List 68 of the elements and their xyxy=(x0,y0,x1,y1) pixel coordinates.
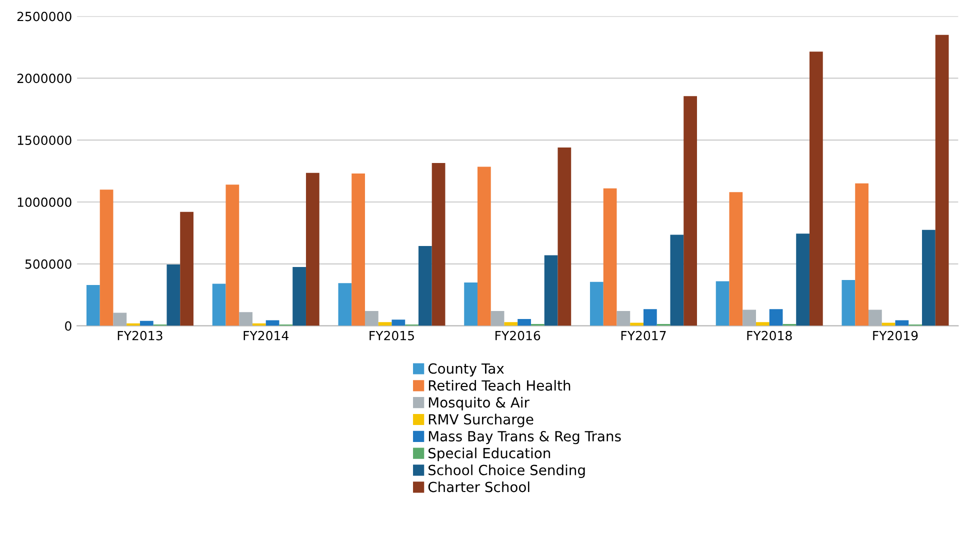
bar xyxy=(729,192,743,326)
bar xyxy=(935,34,949,326)
legend-label: County Tax xyxy=(428,363,504,377)
bar xyxy=(239,312,252,326)
bar xyxy=(842,280,856,326)
bar xyxy=(490,310,504,326)
legend-label: Retired Teach Health xyxy=(428,380,570,391)
bar xyxy=(100,190,114,326)
bar xyxy=(544,255,558,326)
legend-label: School Choice Sending xyxy=(428,464,585,478)
bar xyxy=(670,234,684,326)
y-tick-label: 0 xyxy=(65,321,72,331)
x-tick-label: FY2018 xyxy=(747,330,792,340)
bar xyxy=(742,310,756,326)
bar xyxy=(352,174,365,326)
bar xyxy=(630,322,644,326)
bar xyxy=(364,310,378,326)
legend-label: RMV Surcharge xyxy=(428,414,534,428)
bar xyxy=(306,172,320,326)
x-tick-label: FY2016 xyxy=(496,330,540,340)
bar xyxy=(292,266,306,326)
bar xyxy=(643,309,657,326)
bar xyxy=(378,322,392,326)
bar xyxy=(796,234,810,326)
x-tick-label: FY2015 xyxy=(370,330,414,340)
bar xyxy=(113,312,127,326)
bar xyxy=(882,322,896,326)
bar xyxy=(558,148,572,326)
bar xyxy=(166,264,180,326)
bar xyxy=(809,52,823,326)
x-tick-label: FY2013 xyxy=(118,330,162,340)
bar xyxy=(212,284,226,326)
x-tick-label: FY2019 xyxy=(873,330,918,340)
bar xyxy=(464,282,478,326)
bar xyxy=(616,310,630,326)
y-tick-label: 500000 xyxy=(25,259,72,269)
bar xyxy=(418,246,432,326)
legend-label: Mosquito & Air xyxy=(428,396,530,410)
bar xyxy=(895,320,909,326)
bar xyxy=(684,96,697,326)
bar xyxy=(590,282,604,326)
bar xyxy=(266,320,280,326)
bar xyxy=(855,183,868,326)
legend-label: Mass Bay Trans & Reg Trans xyxy=(428,430,621,444)
bar xyxy=(432,163,446,326)
bar xyxy=(392,320,406,326)
bar xyxy=(518,318,531,326)
bar xyxy=(868,310,882,326)
bar xyxy=(86,284,100,326)
x-tick-label: FY2017 xyxy=(621,330,666,340)
bar xyxy=(226,184,240,326)
legend-label: Charter School xyxy=(428,481,530,492)
bar xyxy=(477,166,491,326)
bar xyxy=(180,212,194,326)
y-tick-label: 2000000 xyxy=(17,74,72,84)
bar xyxy=(140,320,154,326)
y-tick-label: 1500000 xyxy=(18,136,72,146)
bar xyxy=(922,230,936,326)
bar xyxy=(504,322,518,326)
bar xyxy=(756,322,770,326)
x-tick-label: FY2014 xyxy=(244,330,288,340)
bar xyxy=(769,309,783,326)
bar xyxy=(716,281,730,326)
legend-label: Special Education xyxy=(428,448,550,462)
y-tick-label: 1000000 xyxy=(18,197,72,207)
bar xyxy=(338,283,352,326)
bar xyxy=(603,188,617,326)
y-tick-label: 2500000 xyxy=(17,12,72,22)
